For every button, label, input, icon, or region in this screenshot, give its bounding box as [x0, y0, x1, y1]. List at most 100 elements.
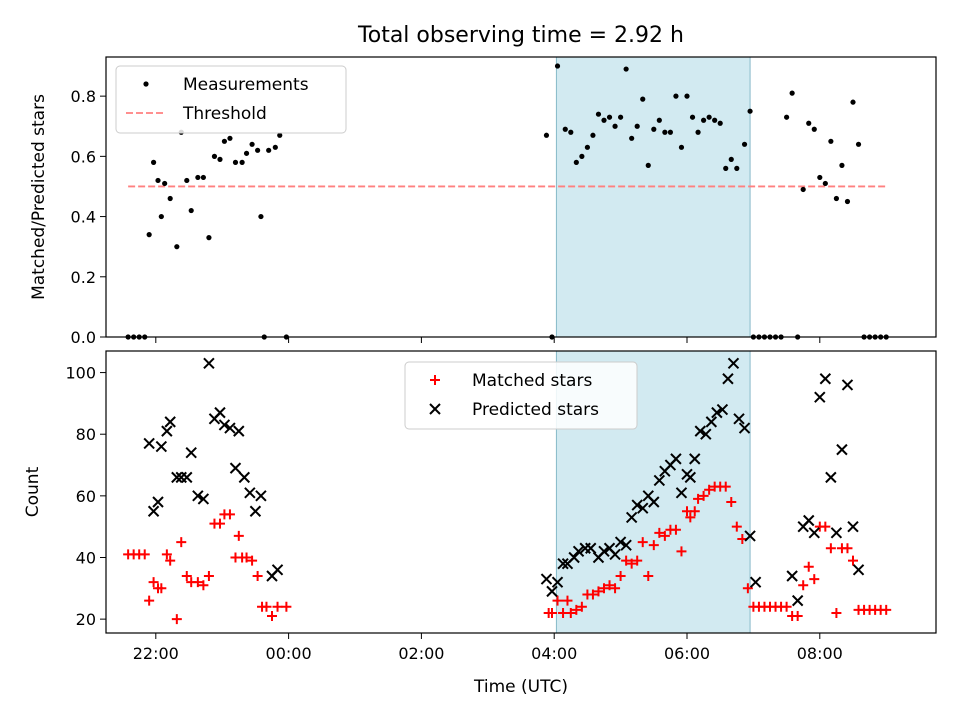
measurement-point — [554, 63, 561, 69]
predicted-point — [653, 474, 666, 487]
measurement-point — [689, 114, 696, 120]
matched-point — [825, 543, 836, 554]
measurement-point — [629, 135, 635, 141]
measurement-point — [667, 129, 674, 135]
matched-point — [156, 583, 167, 594]
matched-point — [881, 604, 892, 615]
measurement-point — [195, 174, 201, 181]
measurement-point — [155, 177, 161, 184]
measurement-point — [595, 111, 602, 117]
predicted-point — [689, 453, 701, 465]
predicted-point — [648, 496, 660, 508]
predicted-point — [192, 490, 204, 502]
measurement-point — [828, 138, 834, 144]
predicted-point — [244, 487, 256, 499]
measurement-point — [243, 150, 250, 156]
predicted-point — [722, 373, 734, 385]
measurement-point — [612, 123, 618, 129]
predicted-point — [609, 548, 621, 561]
legend-marker-matched — [430, 375, 440, 385]
y-tick-label: 80 — [76, 425, 96, 444]
matched-point — [565, 607, 576, 618]
count-y-axis-label: Count — [23, 466, 43, 517]
x-tick-label: 04:00 — [531, 644, 577, 663]
matched-point — [214, 518, 225, 529]
y-tick-label: 0.2 — [71, 268, 96, 287]
x-tick-label: 00:00 — [266, 644, 312, 663]
measurement-point — [839, 162, 845, 168]
matched-point — [621, 555, 632, 566]
predicted-point — [551, 576, 564, 588]
measurement-point — [266, 147, 272, 153]
matched-point — [809, 574, 820, 585]
measurement-point — [800, 186, 806, 193]
matched-point — [720, 481, 731, 492]
matched-point — [742, 583, 753, 594]
measurement-point — [601, 117, 607, 123]
measurement-point — [723, 165, 729, 171]
predicted-point — [716, 403, 729, 416]
predicted-point — [238, 471, 251, 484]
predicted-point — [847, 520, 859, 533]
measurement-point — [634, 123, 640, 129]
predicted-point — [546, 585, 558, 598]
legend-label-matched: Matched stars — [472, 371, 592, 391]
matched-point — [842, 543, 853, 554]
measurement-point — [656, 117, 662, 123]
measurement-point — [211, 153, 218, 159]
matched-point — [637, 537, 648, 548]
y-tick-label: 0.8 — [71, 87, 96, 106]
predicted-point — [171, 471, 183, 484]
measurement-point — [277, 132, 283, 138]
measurement-point — [747, 108, 753, 114]
measurement-point — [249, 141, 255, 147]
matched-point — [848, 555, 858, 566]
matched-point — [562, 595, 573, 606]
matched-point — [820, 521, 831, 532]
predicted-point — [152, 496, 164, 508]
measurement-point — [717, 120, 723, 126]
y-tick-label: 0.0 — [71, 328, 96, 347]
series-matched-stars — [123, 481, 892, 625]
matched-point — [792, 611, 803, 622]
predicted-point — [852, 564, 865, 576]
matched-point — [803, 561, 814, 572]
measurement-point — [562, 126, 568, 132]
legend-label-threshold: Threshold — [182, 104, 267, 124]
predicted-point — [786, 570, 798, 582]
count-axes-frame — [105, 350, 937, 634]
matched-point — [148, 577, 159, 588]
measurement-point — [618, 114, 624, 120]
predicted-point — [214, 406, 226, 419]
matched-point — [726, 497, 737, 508]
measurement-point — [706, 114, 712, 120]
predicted-point — [229, 462, 242, 474]
x-axis-label: Time (UTC) — [473, 677, 568, 697]
matched-point — [192, 577, 203, 588]
matched-point — [731, 521, 742, 532]
matched-point — [676, 546, 687, 557]
predicted-point — [803, 514, 815, 527]
matched-point — [604, 580, 615, 591]
measurement-point — [623, 66, 629, 72]
predicted-point — [143, 437, 155, 450]
measurement-point — [701, 117, 707, 123]
matched-point — [203, 570, 214, 581]
measurement-point — [590, 132, 596, 138]
predicted-point — [249, 505, 262, 517]
y-tick-label: 20 — [76, 610, 96, 629]
matched-point — [571, 604, 582, 615]
matched-point — [272, 601, 283, 612]
predicted-point — [568, 551, 580, 564]
matched-point — [171, 614, 182, 625]
predicted-point — [830, 527, 843, 539]
predicted-point — [585, 542, 597, 554]
matched-point — [281, 601, 292, 612]
matched-point — [670, 524, 681, 535]
y-tick-label: 60 — [76, 487, 96, 506]
matched-point — [643, 570, 654, 581]
measurement-point — [146, 232, 152, 238]
measurement-point — [184, 177, 190, 184]
ratio-panel: 0.0 0.2 0.4 0.6 0.8 Matched/Predicted stars Me… — [29, 56, 937, 347]
matched-point — [144, 595, 155, 606]
